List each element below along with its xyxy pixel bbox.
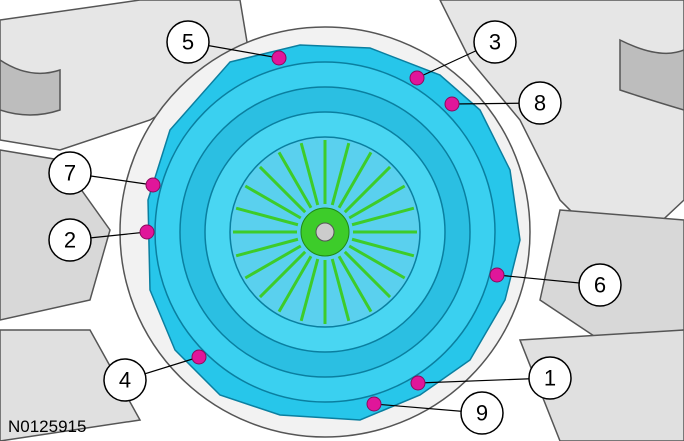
callout-circle xyxy=(460,391,504,435)
spring-finger xyxy=(330,258,351,322)
spring-finger xyxy=(244,184,302,220)
spring-finger xyxy=(343,250,392,299)
figure-id: N0125915 xyxy=(8,417,86,436)
callout-label: 7 xyxy=(64,161,76,186)
bolt xyxy=(366,396,382,412)
spring-finger xyxy=(299,258,320,322)
spring-finger xyxy=(351,206,415,227)
callout-circle xyxy=(518,81,562,125)
spring-finger xyxy=(277,255,313,313)
spring-finger xyxy=(348,184,406,220)
spring-finger xyxy=(258,165,307,214)
bolt xyxy=(489,267,505,283)
callout-label: 2 xyxy=(64,228,76,253)
callout-label: 6 xyxy=(594,273,606,298)
spring-finger xyxy=(348,244,406,280)
bolt xyxy=(410,375,426,391)
leader-line xyxy=(417,377,551,384)
callout-label: 8 xyxy=(534,91,546,116)
spring-finger xyxy=(330,142,351,206)
callout-circle xyxy=(48,218,92,262)
callout-label: 5 xyxy=(182,30,194,55)
callout-circle xyxy=(48,151,92,195)
bolt xyxy=(271,50,287,66)
spring-finger xyxy=(235,206,299,227)
spring-finger xyxy=(277,151,313,209)
callout-circle xyxy=(578,263,622,307)
diaphragm-spring xyxy=(233,140,417,324)
spring-finger xyxy=(299,142,320,206)
hub xyxy=(300,207,350,257)
callout-circle xyxy=(528,356,572,400)
callout-label: 9 xyxy=(476,401,488,426)
callout-label: 4 xyxy=(119,368,131,393)
callout-circle xyxy=(103,358,147,402)
bolt xyxy=(145,177,161,193)
spring-finger xyxy=(351,237,415,258)
spring-finger xyxy=(258,250,307,299)
bolt xyxy=(444,96,460,112)
callouts: 5 3 8 7 2 6 4 1 9 xyxy=(48,20,622,435)
spring-finger xyxy=(343,165,392,214)
spring-finger xyxy=(235,237,299,258)
spring-finger xyxy=(337,255,373,313)
callout-label: 1 xyxy=(544,366,556,391)
callout-label: 3 xyxy=(489,30,501,55)
callout-circle xyxy=(166,20,210,64)
spring-finger xyxy=(337,151,373,209)
bolt xyxy=(409,70,425,86)
bolt xyxy=(191,349,207,365)
callout-circle xyxy=(473,20,517,64)
bolt xyxy=(139,224,155,240)
spring-finger xyxy=(244,244,302,280)
